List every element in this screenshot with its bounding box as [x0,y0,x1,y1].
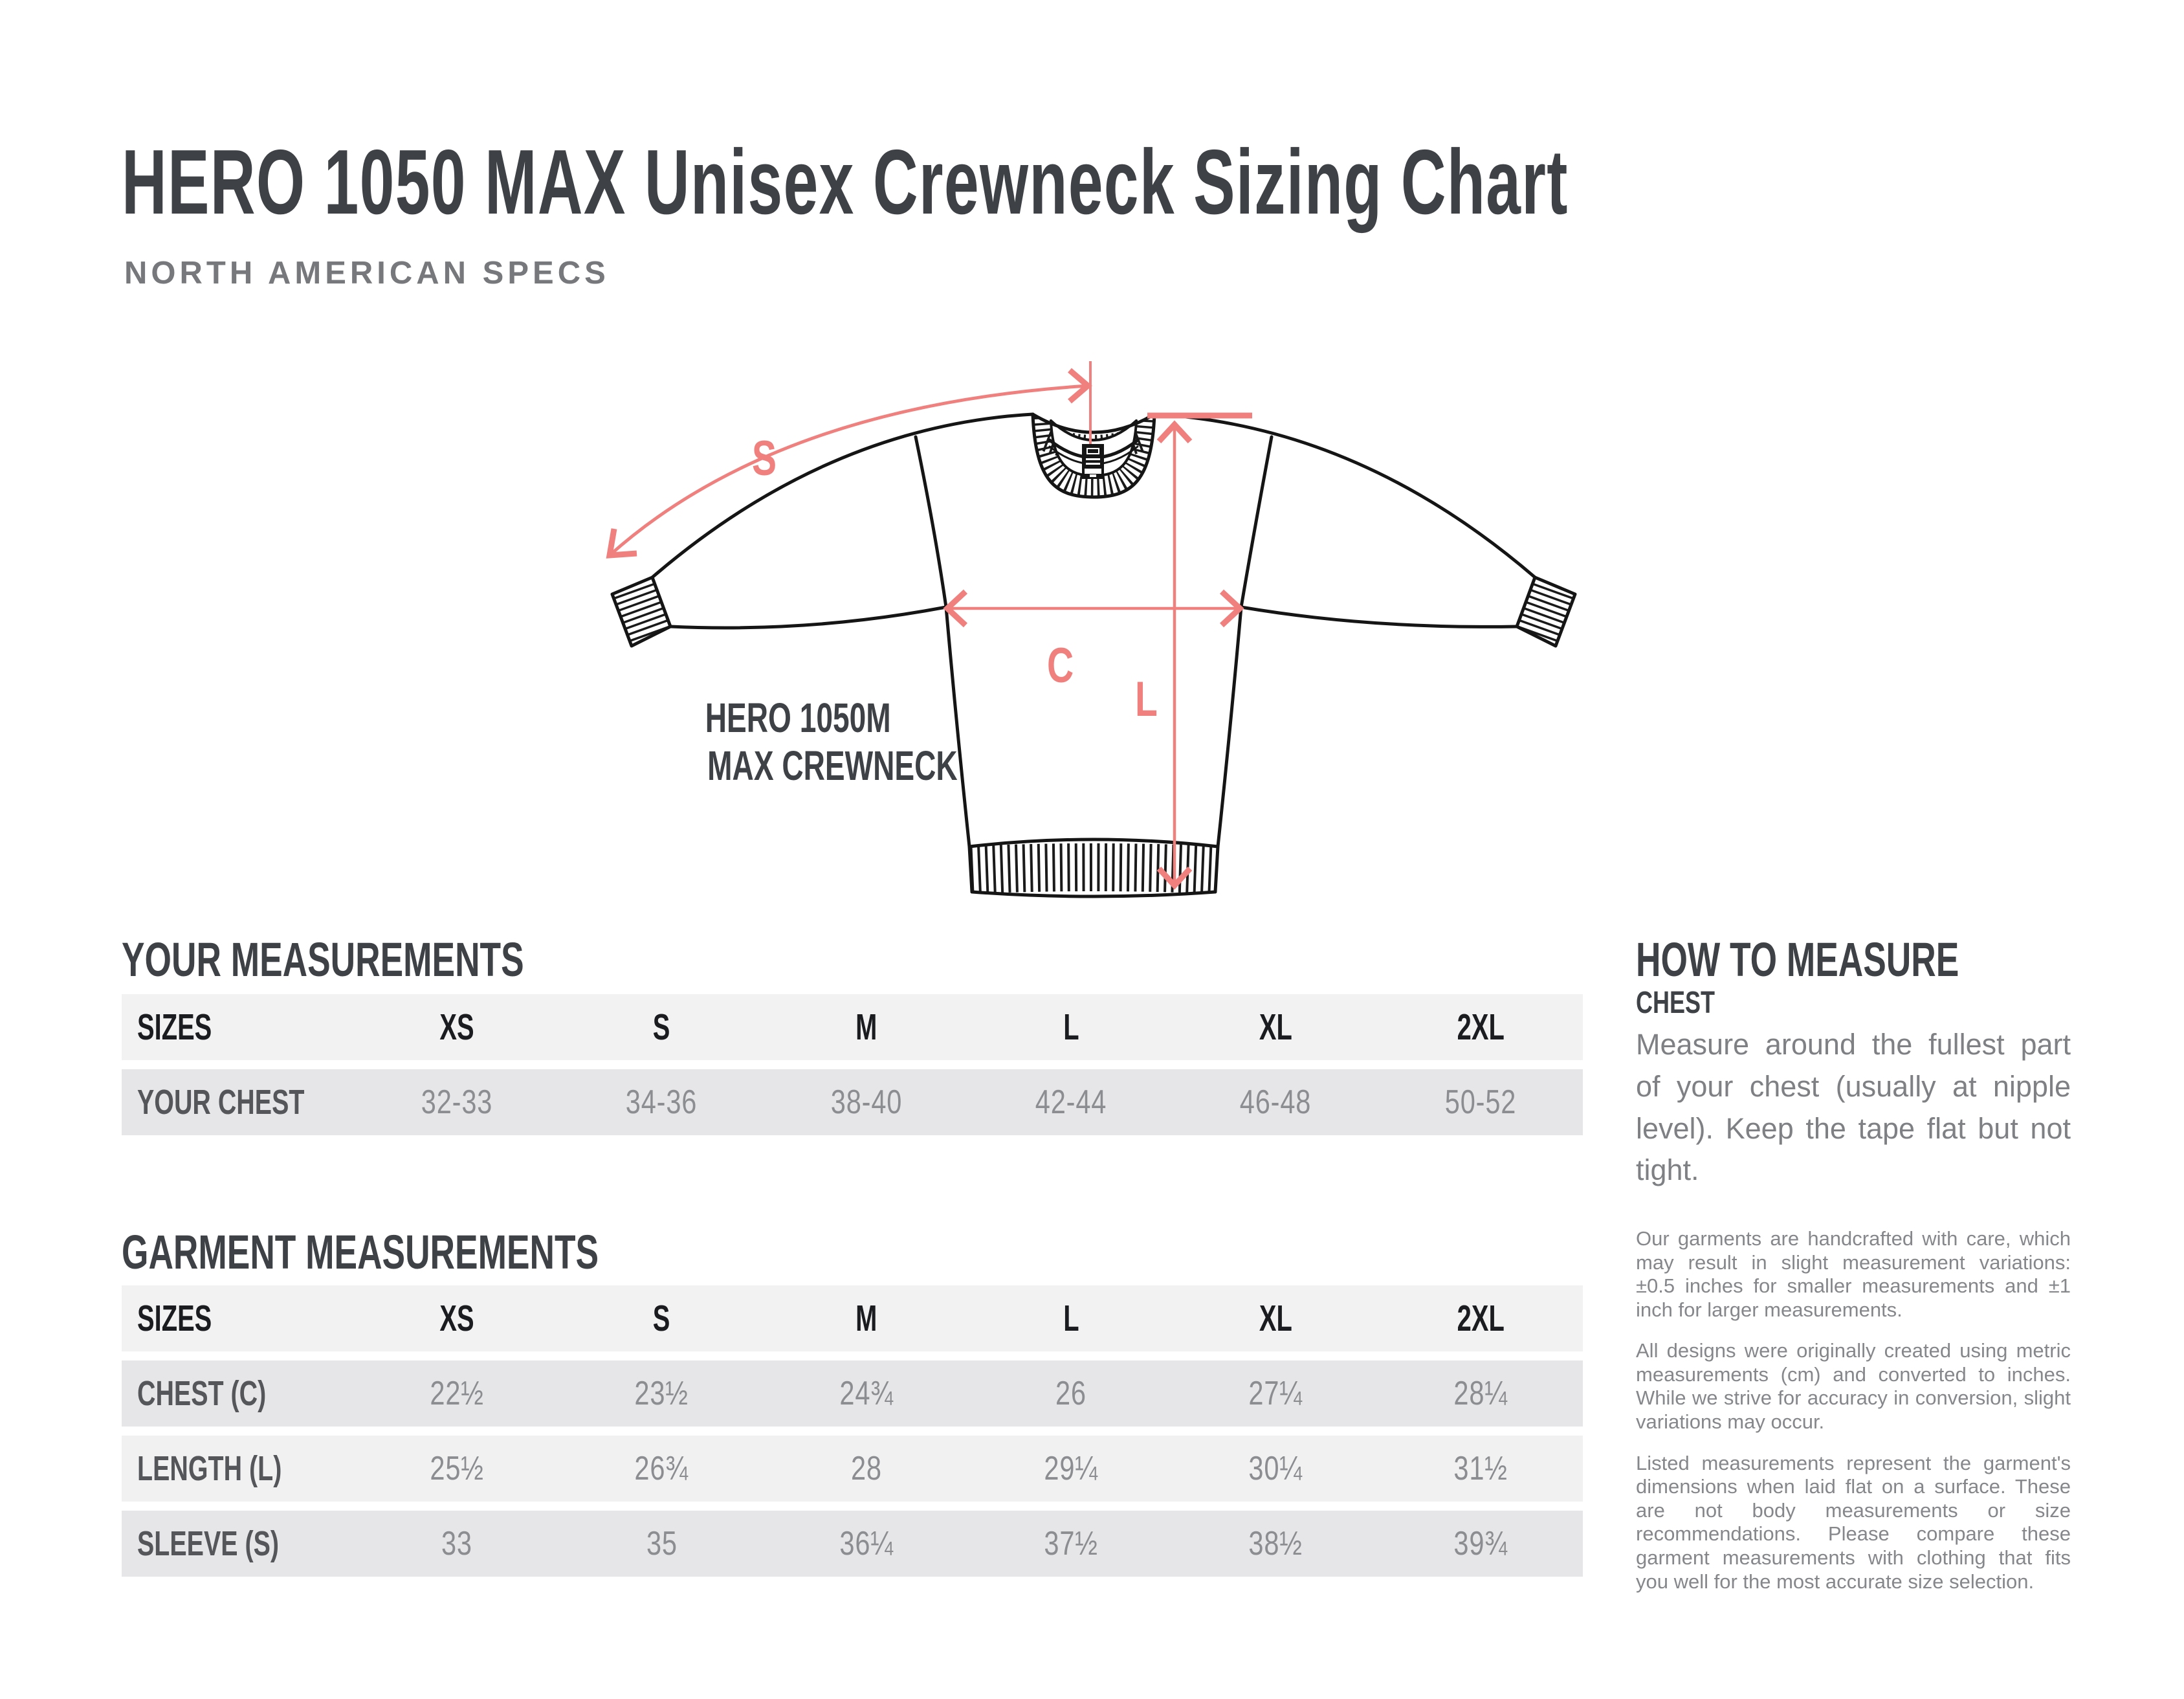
collar-inner-top [1050,419,1138,441]
header-cell: XS [439,1298,474,1339]
value-cell: 26 [1055,1375,1087,1412]
row-label: YOUR CHEST [137,1083,305,1122]
collar-outer [1031,412,1156,499]
collar-top-edge [1031,412,1156,434]
value-cell: 50-52 [1444,1083,1516,1121]
value-cell: 29¼ [1044,1450,1098,1487]
your-measurements-heading: YOUR MEASUREMENTS [122,933,524,986]
your-measurements-table: SIZES XS S M L XL 2XL YOUR CHEST 32-33 3… [122,994,1583,1144]
value-cell: 38-40 [830,1083,903,1121]
header-cell: XL [1259,1006,1292,1048]
header-cell-sizes: SIZES [137,1298,212,1339]
value-cell: 23½ [634,1375,689,1412]
garment-measurements-table: SIZES XS S M L XL 2XL CHEST (C) 22½ 23½ … [122,1285,1583,1586]
how-to-measure-subheading: CHEST [1636,986,1715,1020]
value-cell: 26¾ [634,1450,689,1487]
measurement-notes: Our garments are handcrafted with care, … [1636,1227,2071,1611]
sleeve-arrow [608,384,1088,557]
note-metric: All designs were originally created usin… [1636,1339,2071,1434]
arrow-labels: S C L [752,431,1158,727]
note-variations: Our garments are handcrafted with care, … [1636,1227,2071,1321]
value-cell: 25½ [430,1450,484,1487]
header-cell: 2XL [1457,1006,1505,1048]
header-cell: L [1063,1006,1079,1048]
sleeve-arrow-label: S [752,431,777,486]
value-cell: 34-36 [626,1083,698,1121]
neck-tag [1082,444,1104,479]
value-cell: 35 [646,1525,678,1562]
value-cell: 42-44 [1035,1083,1107,1121]
armhole-seam-right [1239,435,1274,609]
value-cell: 28 [850,1450,882,1487]
chest-arrowhead-right [1219,589,1244,628]
header-cell: S [653,1298,670,1339]
row-label: CHEST (C) [137,1374,267,1413]
header-cell: S [653,1006,670,1048]
value-cell: 24¾ [839,1375,894,1412]
measurement-arrows [606,361,1252,890]
header-cell: M [855,1298,877,1339]
value-cell: 36¼ [839,1525,894,1562]
header-cell: L [1063,1298,1079,1339]
header-cell: 2XL [1457,1298,1505,1339]
sleeve-arrowhead-left [606,528,637,559]
page-title: HERO 1050 MAX Unisex Crewneck Sizing Cha… [122,131,1569,234]
product-label-line1: HERO 1050M [705,694,891,741]
value-cell: 28¼ [1453,1375,1508,1412]
chest-arrow-label: C [1047,638,1074,693]
note-flat-measurements: Listed measurements represent the garmen… [1636,1451,2071,1593]
table-header-row: SIZES XS S M L XL 2XL [122,994,1583,1060]
table-row-length: LENGTH (L) 25½ 26¾ 28 29¼ 30¼ 31½ [122,1436,1583,1502]
sweater-silhouette [612,414,1575,896]
length-arrowhead-up [1156,420,1193,444]
value-cell: 27¼ [1248,1375,1303,1412]
table-row-sleeve: SLEEVE (S) 33 35 36¼ 37½ 38½ 39¾ [122,1511,1583,1577]
value-cell: 37½ [1044,1525,1098,1562]
how-to-measure-body: Measure around the fullest part of your … [1636,1028,2071,1187]
value-cell: 31½ [1453,1450,1508,1487]
ribbing [612,416,1575,894]
crewneck-diagram: S C L [606,361,1577,898]
armhole-seam-left [914,435,948,609]
value-cell: 38½ [1248,1525,1303,1562]
length-arrowhead-down [1156,866,1193,890]
value-cell: 30¼ [1248,1450,1303,1487]
garment-measurements-heading: GARMENT MEASUREMENTS [122,1225,599,1279]
value-cell: 32-33 [421,1083,493,1121]
sweater-outline [610,412,1577,898]
chest-arrowhead-left [943,589,968,628]
product-label: HERO 1050M MAX CREWNECK [659,694,958,790]
table-row-chest: CHEST (C) 22½ 23½ 24¾ 26 27¼ 28¼ [122,1360,1583,1427]
table-header-row: SIZES XS S M L XL 2XL [122,1285,1583,1351]
header-cell: XL [1259,1298,1292,1339]
value-cell: 46-48 [1240,1083,1312,1121]
table-row-your-chest: YOUR CHEST 32-33 34-36 38-40 42-44 46-48… [122,1069,1583,1135]
value-cell: 33 [441,1525,473,1562]
value-cell: 22½ [430,1375,484,1412]
sleeve-arrowhead-right [1068,368,1092,404]
value-cell: 39¾ [1453,1525,1508,1562]
product-label-line2: MAX CREWNECK [707,742,958,789]
row-label: SLEEVE (S) [137,1524,280,1563]
length-arrow-label: L [1135,672,1158,727]
page-subtitle: NORTH AMERICAN SPECS [124,256,610,291]
header-cell: M [855,1006,877,1048]
row-label: LENGTH (L) [137,1449,282,1488]
header-cell-sizes: SIZES [137,1006,212,1048]
header-cell: XS [439,1006,474,1048]
how-to-measure-heading: HOW TO MEASURE [1636,933,1959,986]
